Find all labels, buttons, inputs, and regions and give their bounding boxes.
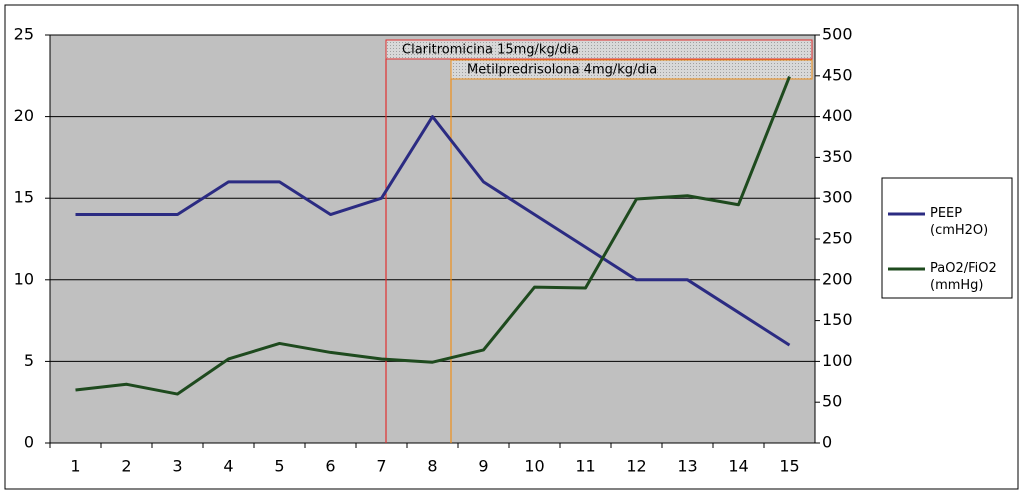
x-tick-label: 3 [172, 457, 182, 476]
legend-label: PaO2/FiO2 (mmHg) [930, 261, 997, 293]
x-tick-label: 13 [677, 457, 697, 476]
annotation-box [450, 59, 813, 80]
y2-tick-label: 450 [822, 65, 853, 84]
annotation-box [385, 39, 813, 60]
x-tick-label: 2 [121, 457, 131, 476]
series-line [75, 115, 791, 347]
y2-tick-label: 250 [822, 229, 853, 248]
y2-tick-label: 500 [822, 25, 853, 44]
legend [881, 177, 1013, 299]
y2-tick-label: 400 [822, 106, 853, 125]
y2-tick-label: 0 [822, 433, 832, 452]
y-tick-label: 15 [14, 188, 34, 207]
x-tick-label: 8 [427, 457, 437, 476]
y-tick-label: 25 [14, 25, 34, 44]
x-tick-label: 14 [728, 457, 748, 476]
y2-tick-label: 300 [822, 188, 853, 207]
x-tick-label: 7 [376, 457, 386, 476]
annotation: Claritromicina 15mg/kg/dia [402, 43, 579, 58]
y-tick-label: 5 [24, 351, 34, 370]
y-tick-label: 0 [24, 433, 34, 452]
frame [4, 4, 1019, 490]
plot-area [50, 35, 815, 443]
x-tick-label: 1 [70, 457, 80, 476]
x-tick-label: 12 [626, 457, 646, 476]
y-tick-label: 20 [14, 106, 34, 125]
annotation: Metilpredrisolona 4mg/kg/dia [467, 63, 657, 78]
series-line [75, 76, 791, 396]
y-tick-label: 10 [14, 269, 34, 288]
x-tick-label: 11 [575, 457, 595, 476]
x-tick-label: 15 [779, 457, 799, 476]
x-tick-label: 4 [223, 457, 233, 476]
y2-tick-label: 100 [822, 351, 853, 370]
x-tick-label: 10 [524, 457, 544, 476]
x-tick-label: 5 [274, 457, 284, 476]
x-tick-label: 6 [325, 457, 335, 476]
y2-tick-label: 150 [822, 310, 853, 329]
x-tick-label: 9 [478, 457, 488, 476]
y2-tick-label: 350 [822, 147, 853, 166]
y2-tick-label: 200 [822, 269, 853, 288]
legend-label: PEEP (cmH2O) [930, 206, 989, 238]
y2-tick-label: 50 [822, 392, 842, 411]
